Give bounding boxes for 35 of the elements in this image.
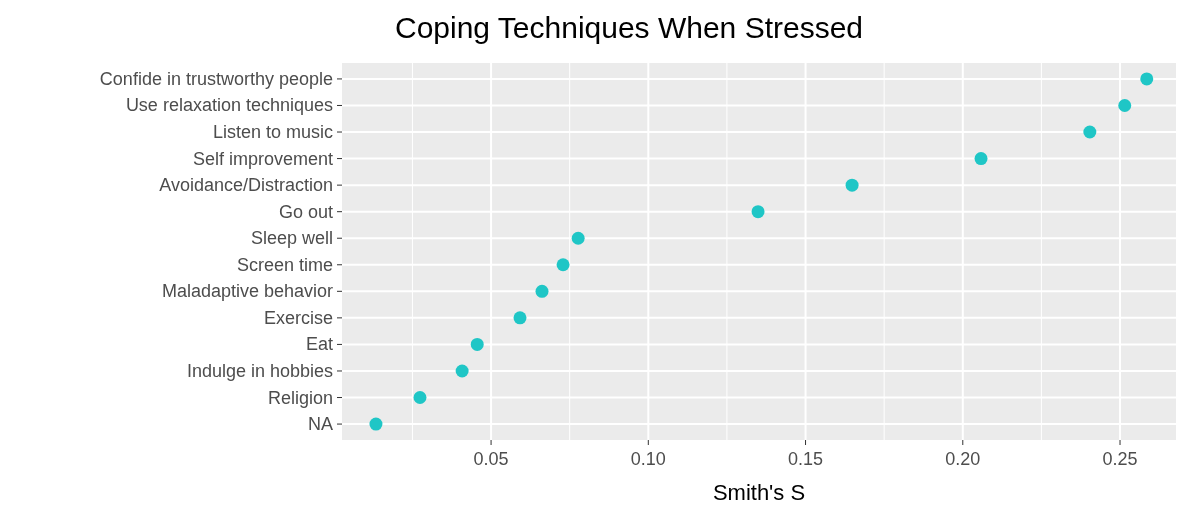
x-tick-label: 0.05: [473, 449, 509, 469]
y-tick-label: Religion: [267, 387, 333, 408]
point: [535, 284, 549, 298]
y-tick-label: Sleep well: [250, 228, 333, 249]
y-tick-label: Avoidance/Distraction: [159, 175, 333, 196]
point: [974, 152, 988, 166]
y-tick-label: Use relaxation techniques: [125, 95, 333, 116]
x-tick-label: 0.25: [1102, 449, 1138, 469]
x-tick-label: 0.10: [630, 449, 666, 469]
y-tick-label: Confide in trustworthy people: [99, 68, 333, 89]
y-tick-label: NA: [307, 414, 333, 435]
point: [470, 337, 484, 351]
y-tick-label: Self improvement: [192, 148, 333, 169]
y-tick-label: Indulge in hobbies: [186, 360, 333, 381]
y-tick-label: Listen to music: [212, 122, 333, 143]
point: [571, 231, 585, 245]
point: [513, 311, 527, 325]
point: [556, 258, 570, 272]
point: [455, 364, 469, 378]
chart-title: Coping Techniques When Stressed: [394, 11, 864, 44]
x-axis-title: Smith's S: [712, 480, 806, 505]
point: [845, 178, 859, 192]
y-tick-label: Maladaptive behavior: [161, 281, 333, 302]
y-tick-label: Screen time: [236, 254, 333, 275]
point: [751, 205, 765, 219]
point: [1118, 98, 1132, 112]
y-tick-label: Exercise: [263, 307, 333, 328]
point: [1083, 125, 1097, 139]
point: [1140, 72, 1154, 86]
y-tick-label: Eat: [305, 334, 333, 355]
point: [413, 391, 427, 405]
point: [369, 417, 383, 431]
x-tick-label: 0.20: [945, 449, 981, 469]
x-tick-label: 0.15: [788, 449, 824, 469]
y-tick-label: Go out: [278, 201, 333, 222]
